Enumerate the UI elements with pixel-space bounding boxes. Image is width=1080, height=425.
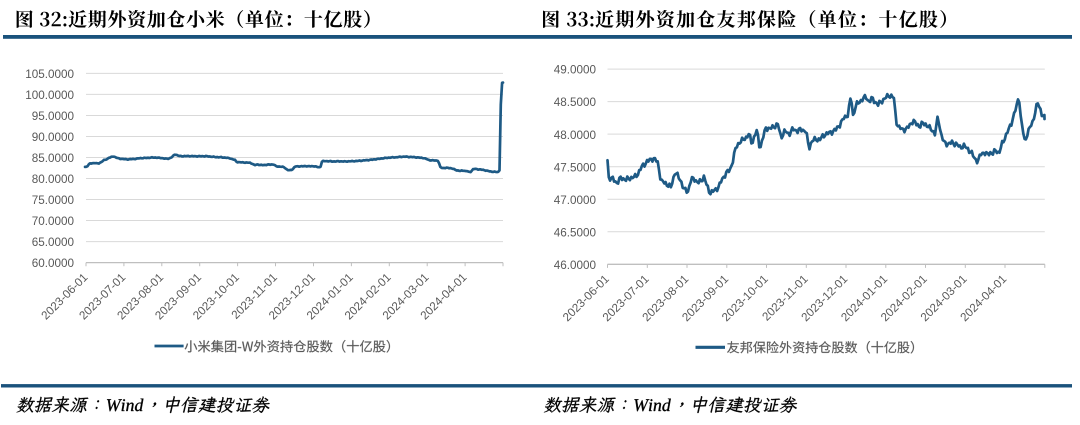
- svg-text:70.0000: 70.0000: [32, 215, 75, 228]
- svg-text:49.0000: 49.0000: [554, 64, 597, 77]
- svg-text:105.0000: 105.0000: [25, 68, 74, 81]
- svg-text:100.0000: 100.0000: [25, 89, 74, 102]
- svg-text:75.0000: 75.0000: [32, 194, 75, 207]
- svg-text:95.0000: 95.0000: [32, 110, 75, 123]
- svg-text:48.5000: 48.5000: [554, 96, 597, 109]
- svg-text:60.0000: 60.0000: [32, 257, 75, 270]
- svg-text:90.0000: 90.0000: [32, 131, 75, 144]
- svg-text:80.0000: 80.0000: [32, 173, 75, 186]
- svg-text:85.0000: 85.0000: [32, 152, 75, 165]
- svg-text:65.0000: 65.0000: [32, 236, 75, 249]
- svg-text:48.0000: 48.0000: [554, 129, 597, 142]
- svg-text:46.0000: 46.0000: [554, 259, 597, 272]
- svg-text:46.5000: 46.5000: [554, 226, 597, 239]
- svg-text:47.0000: 47.0000: [554, 194, 597, 207]
- svg-text:47.5000: 47.5000: [554, 161, 597, 174]
